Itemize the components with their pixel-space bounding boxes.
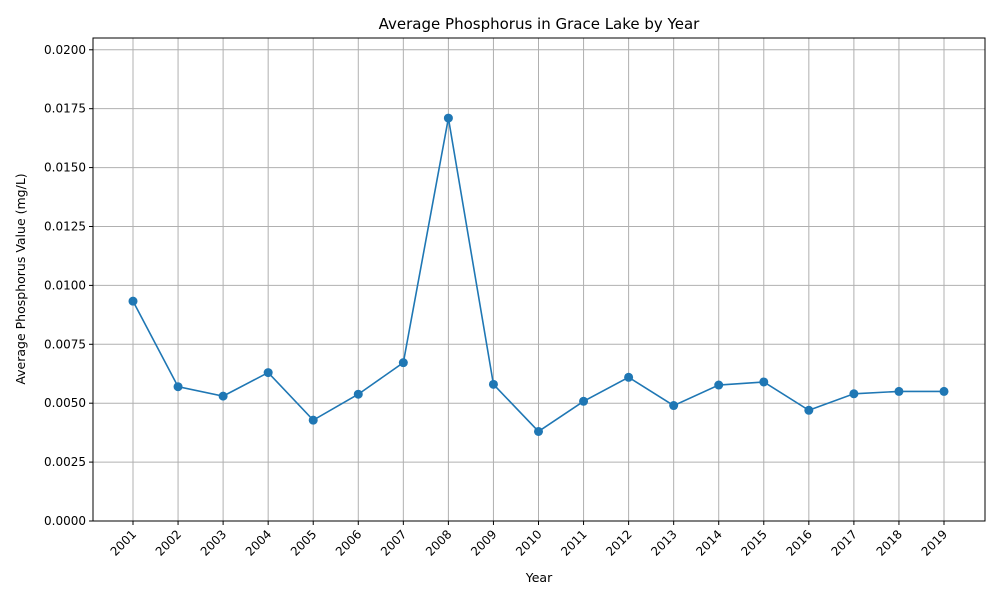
data-point: [353, 389, 363, 399]
x-tick-label: 2001: [108, 527, 139, 558]
y-tick-label: 0.0075: [44, 337, 86, 351]
x-tick-label: 2014: [693, 527, 724, 558]
y-tick-label: 0.0125: [44, 219, 86, 233]
x-tick-label: 2017: [829, 527, 860, 558]
x-tick-label: 2016: [783, 527, 814, 558]
x-tick-label: 2018: [874, 527, 905, 558]
data-point: [714, 380, 724, 390]
data-point: [173, 382, 183, 392]
y-tick-label: 0.0025: [44, 455, 86, 469]
y-tick-label: 0.0000: [44, 514, 86, 528]
data-point: [849, 389, 859, 399]
y-tick-label: 0.0175: [44, 102, 86, 116]
x-tick-label: 2007: [378, 527, 409, 558]
y-axis-label: Average Phosphorus Value (mg/L): [13, 173, 28, 384]
data-point: [398, 358, 408, 368]
y-tick-label: 0.0100: [44, 278, 86, 292]
data-point: [308, 415, 318, 425]
data-point: [128, 296, 138, 306]
data-point: [624, 372, 634, 382]
data-point: [939, 386, 949, 396]
x-tick-label: 2009: [468, 527, 499, 558]
data-point: [804, 405, 814, 415]
plot-frame: [92, 37, 986, 522]
x-tick-label: 2002: [153, 527, 184, 558]
data-point: [488, 379, 498, 389]
x-tick-label: 2010: [513, 527, 544, 558]
x-tick-label: 2013: [648, 527, 679, 558]
y-tick-label: 0.0200: [44, 43, 86, 57]
data-point: [263, 368, 273, 378]
x-tick-label: 2019: [919, 527, 950, 558]
data-point: [534, 426, 543, 436]
series: [128, 113, 949, 436]
x-tick-label: 2012: [603, 527, 634, 558]
data-point: [218, 391, 228, 401]
data-point: [759, 377, 769, 387]
axes: 2001 2002 2003 2004 2005 2006 2007 2008 2009 2010…: [44, 43, 950, 559]
x-tick-label: 2006: [333, 527, 364, 558]
y-tick-label: 0.0050: [44, 396, 86, 410]
x-axis-label: Year: [525, 570, 553, 585]
x-tick-label: 2005: [288, 527, 319, 558]
grid: [93, 38, 985, 522]
chart-title: Average Phosphorus in Grace Lake by Year: [379, 15, 700, 33]
data-point: [669, 401, 679, 411]
data-point: [894, 386, 904, 396]
x-tick-label: 2015: [738, 527, 769, 558]
data-point: [443, 113, 453, 123]
x-tick-label: 2004: [243, 527, 274, 558]
y-tick-label: 0.0150: [44, 161, 86, 175]
x-tick-label: 2003: [198, 527, 229, 558]
x-tick-label: 2008: [423, 527, 454, 558]
x-tick-label: 2011: [558, 527, 589, 558]
data-point: [579, 396, 589, 406]
